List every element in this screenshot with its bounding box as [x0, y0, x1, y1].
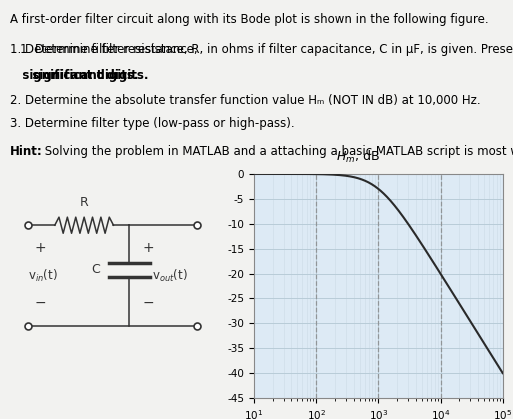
Text: $H_m$, dB: $H_m$, dB — [337, 149, 380, 165]
Text: v$_{out}$(t): v$_{out}$(t) — [152, 268, 188, 284]
Text: −: − — [34, 296, 46, 310]
Text: C: C — [91, 264, 100, 277]
Text: 2. Determine the absolute transfer function value Hₘ (NOT IN dB) at 10,000 Hz.: 2. Determine the absolute transfer funct… — [10, 94, 481, 107]
Text: 1. Determine filter resistance,: 1. Determine filter resistance, — [20, 44, 202, 57]
Text: significant digits.: significant digits. — [10, 69, 139, 82]
Text: +: + — [34, 241, 46, 255]
Text: Solving the problem in MATLAB and a attaching a basic MATLAB script is most welc: Solving the problem in MATLAB and a atta… — [41, 145, 513, 158]
Text: A first-order filter circuit along with its Bode plot is shown in the following : A first-order filter circuit along with … — [10, 13, 489, 26]
Text: R: R — [80, 197, 89, 210]
Text: −: − — [143, 296, 154, 310]
Text: v$_{in}$(t): v$_{in}$(t) — [28, 268, 57, 284]
Text: significant digits.: significant digits. — [20, 69, 149, 82]
Text: 3. Determine filter type (low-pass or high-pass).: 3. Determine filter type (low-pass or hi… — [10, 116, 295, 129]
Text: 1. Determine filter resistance, R, in ohms if filter capacitance, C in μF, is gi: 1. Determine filter resistance, R, in oh… — [10, 44, 513, 57]
Text: Hint:: Hint: — [10, 145, 43, 158]
Text: +: + — [143, 241, 154, 255]
